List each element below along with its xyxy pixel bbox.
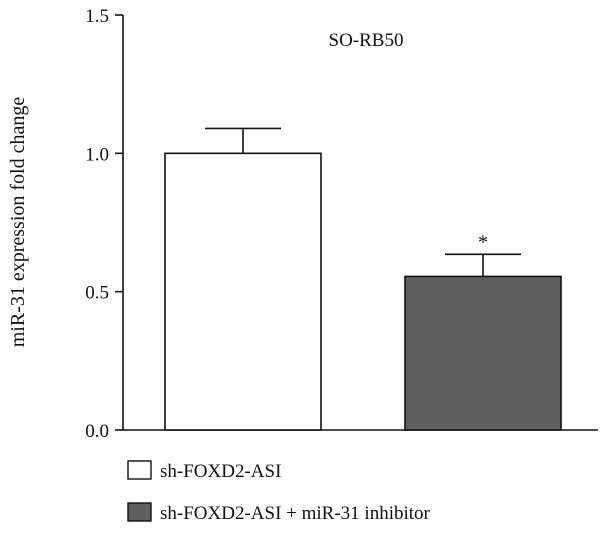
bars: * [164,127,562,431]
y-tick-label: 1.5 [85,6,109,27]
legend-label-1: sh-FOXD2-ASI [160,461,281,482]
significance-marker: * [478,231,488,253]
legend-swatch-1 [127,460,152,480]
bar-2 [404,275,562,431]
y-ticks: 0.0 0.5 1.0 1.5 [85,6,123,442]
chart-title: SO-RB50 [329,30,404,51]
legend-swatch-2 [127,502,152,522]
y-tick-label: 1.0 [85,144,109,165]
y-tick-label: 0.0 [85,421,109,442]
y-tick-label: 0.5 [85,283,109,304]
legend: sh-FOXD2-ASI sh-FOXD2-ASI + miR-31 inhibi… [127,460,431,524]
bar-1 [164,152,322,431]
legend-label-2: sh-FOXD2-ASI + miR-31 inhibitor [160,503,431,524]
y-axis-label: miR-31 expression fold change [7,97,29,348]
